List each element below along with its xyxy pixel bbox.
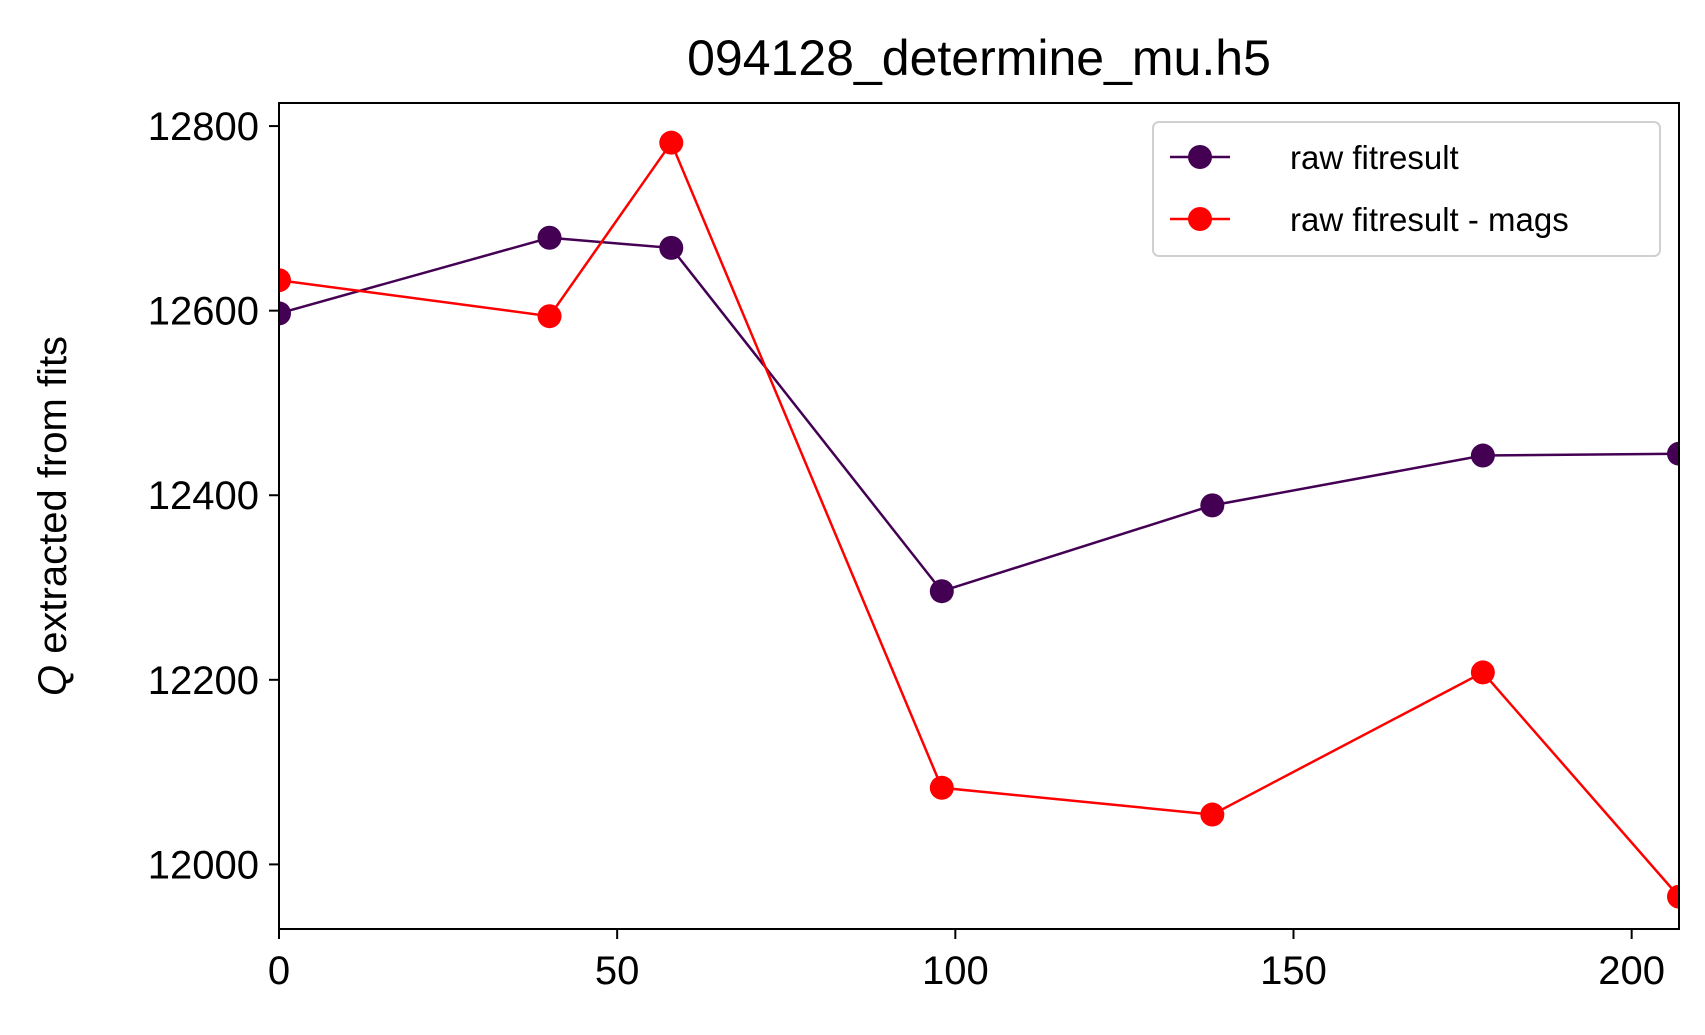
series-1-point-2 [659, 130, 684, 155]
y-tick-label-1: 12200 [148, 659, 259, 703]
y-tick-label-4: 12800 [148, 105, 259, 149]
series-0-point-3 [929, 579, 954, 604]
series-1-point-6 [1667, 884, 1679, 909]
x-tick-label-1: 50 [595, 949, 640, 993]
series-1-point-5 [1470, 660, 1495, 685]
series-0-point-5 [1470, 443, 1495, 468]
y-tick-label-0: 12000 [148, 843, 259, 887]
y-axis-label-text: extracted from fits [31, 336, 75, 665]
y-axis-label: Q extracted from fits [31, 336, 75, 696]
series-1-point-0 [279, 268, 291, 293]
x-tick-label-4: 200 [1598, 949, 1665, 993]
series-layer [279, 130, 1679, 909]
x-tick-label-3: 150 [1260, 949, 1327, 993]
series-line-0 [279, 236, 1679, 593]
y-axis-label-symbol: Q [31, 665, 75, 696]
series-1-point-3 [929, 775, 954, 800]
plot-frame [278, 102, 1680, 930]
legend-marker-0 [1188, 145, 1212, 169]
x-tick-label-2: 100 [922, 949, 989, 993]
series-0-point-4 [1200, 493, 1225, 518]
series-0-point-6 [1667, 441, 1679, 466]
legend-box [1152, 121, 1661, 257]
series-0-point-0 [279, 301, 291, 326]
series-0-point-2 [659, 235, 684, 260]
axes-layer: 0 50 100 150 200 12000 12200 12400 12600 12800 [148, 105, 1665, 993]
legend-label-0: raw fitresult [1290, 139, 1459, 176]
x-tick-label-0: 0 [268, 949, 290, 993]
legend-marker-1 [1188, 207, 1212, 231]
legend: raw fitresult raw fitresult - mags [1152, 121, 1661, 257]
series-1-point-1 [537, 304, 562, 329]
y-tick-label-2: 12400 [148, 474, 259, 518]
chart-title: 094128_determine_mu.h5 [687, 30, 1271, 86]
y-tick-label-3: 12600 [148, 290, 259, 334]
series-1-point-4 [1200, 802, 1225, 827]
series-0-point-1 [537, 225, 562, 250]
legend-label-1: raw fitresult - mags [1290, 201, 1569, 238]
